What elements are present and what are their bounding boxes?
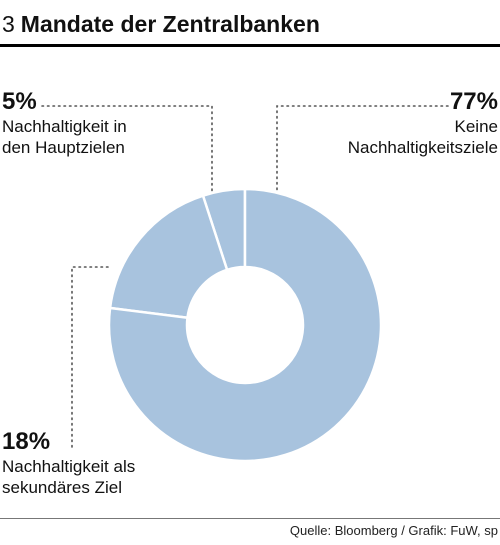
- slice-value-main-goals: 5%: [2, 88, 37, 115]
- slice-desc-secondary-goal-line2: sekundäres Ziel: [2, 478, 123, 497]
- chart-title: 3 Mandate der Zentralbanken: [2, 10, 320, 38]
- slice-value-no-goals: 77%: [449, 88, 498, 115]
- chart-number: 3: [2, 11, 15, 37]
- slice-no-goals: [107, 187, 383, 463]
- slice-desc-no-goals-line1: Keine: [454, 117, 498, 136]
- leader-secondary-goal: [71, 266, 113, 448]
- slice-desc-main-goals-line2: den Hauptzielen: [2, 138, 125, 157]
- slice-desc-secondary-goal-line1: Nachhaltigkeit als: [2, 457, 136, 476]
- slice-label-no-goals: 77% Keine Nachhaltigkeitsziele: [348, 88, 498, 158]
- slice-desc-main-goals-line1: Nachhaltigkeit in: [2, 117, 127, 136]
- title-rule: [0, 44, 500, 47]
- slice-label-secondary-goal: 18% Nachhaltigkeit als sekundäres Ziel: [2, 428, 135, 498]
- leader-no-goals: [276, 105, 449, 193]
- chart-title-text: Mandate der Zentralbanken: [20, 11, 320, 37]
- slice-value-secondary-goal: 18%: [2, 428, 51, 455]
- slice-secondary-goal: [108, 194, 229, 320]
- source-note: Quelle: Bloomberg / Grafik: FuW, sp: [289, 523, 498, 538]
- slice-label-main-goals: 5% Nachhaltigkeit in den Hauptzielen: [2, 88, 127, 158]
- leader-main-goals: [41, 105, 213, 193]
- slice-desc-no-goals-line2: Nachhaltigkeitsziele: [347, 138, 498, 157]
- footer-rule: [0, 518, 500, 519]
